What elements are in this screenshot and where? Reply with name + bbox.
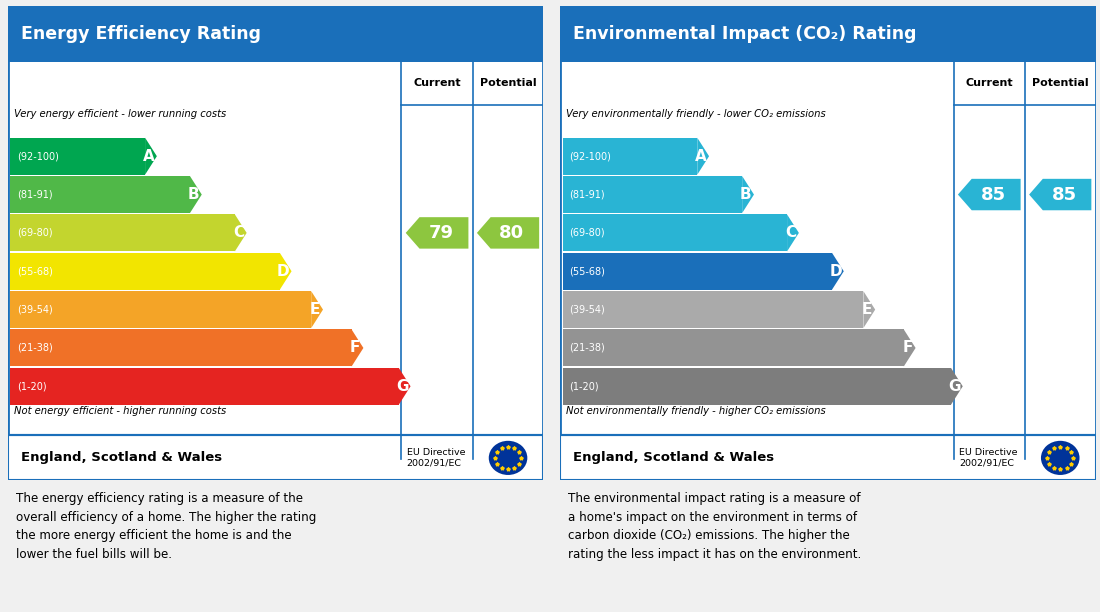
- Text: The environmental impact rating is a measure of
a home's impact on the environme: The environmental impact rating is a mea…: [568, 493, 861, 561]
- Bar: [562, 253, 832, 289]
- Text: 79: 79: [428, 224, 453, 242]
- Text: Current: Current: [966, 78, 1013, 88]
- Polygon shape: [832, 253, 844, 289]
- Bar: [560, 6, 1096, 62]
- Bar: [10, 329, 352, 367]
- Text: F: F: [902, 340, 913, 356]
- Bar: [560, 435, 1096, 480]
- Polygon shape: [399, 368, 410, 405]
- Bar: [562, 138, 697, 174]
- Polygon shape: [788, 214, 799, 252]
- Text: (92-100): (92-100): [569, 151, 611, 161]
- Polygon shape: [279, 253, 292, 289]
- Bar: [562, 214, 788, 252]
- Text: E: E: [309, 302, 320, 317]
- Circle shape: [1041, 441, 1079, 475]
- Text: B: B: [188, 187, 199, 202]
- Polygon shape: [477, 217, 539, 248]
- Bar: [10, 214, 235, 252]
- Bar: [10, 253, 279, 289]
- Text: (1-20): (1-20): [569, 381, 598, 391]
- Bar: [10, 291, 311, 328]
- Polygon shape: [904, 329, 915, 367]
- Text: Not environmentally friendly - higher CO₂ emissions: Not environmentally friendly - higher CO…: [566, 406, 826, 416]
- Text: (81-91): (81-91): [569, 190, 605, 200]
- Text: England, Scotland & Wales: England, Scotland & Wales: [21, 452, 222, 465]
- Text: B: B: [740, 187, 751, 202]
- Text: (39-54): (39-54): [569, 305, 605, 315]
- Text: (39-54): (39-54): [16, 305, 53, 315]
- Polygon shape: [864, 291, 876, 328]
- Polygon shape: [697, 138, 710, 174]
- Text: (55-68): (55-68): [569, 266, 605, 276]
- Bar: [10, 368, 399, 405]
- Text: (55-68): (55-68): [16, 266, 53, 276]
- Text: (21-38): (21-38): [16, 343, 53, 353]
- Text: (69-80): (69-80): [569, 228, 605, 238]
- Text: A: A: [695, 149, 706, 163]
- Text: Very environmentally friendly - lower CO₂ emissions: Very environmentally friendly - lower CO…: [566, 108, 826, 119]
- Polygon shape: [958, 179, 1021, 211]
- Polygon shape: [145, 138, 157, 174]
- Text: G: G: [948, 379, 960, 394]
- Bar: [562, 291, 864, 328]
- Text: (81-91): (81-91): [16, 190, 53, 200]
- Text: Not energy efficient - higher running costs: Not energy efficient - higher running co…: [14, 406, 227, 416]
- Bar: [8, 435, 543, 480]
- Text: A: A: [143, 149, 154, 163]
- Polygon shape: [952, 368, 962, 405]
- Bar: [562, 329, 904, 367]
- Bar: [562, 368, 952, 405]
- Polygon shape: [235, 214, 246, 252]
- Polygon shape: [311, 291, 323, 328]
- Text: (92-100): (92-100): [16, 151, 58, 161]
- Text: (21-38): (21-38): [569, 343, 605, 353]
- Text: C: C: [785, 225, 796, 241]
- Text: 85: 85: [1052, 185, 1077, 204]
- Polygon shape: [1030, 179, 1091, 211]
- Text: (69-80): (69-80): [16, 228, 53, 238]
- Text: Environmental Impact (CO₂) Rating: Environmental Impact (CO₂) Rating: [573, 25, 916, 43]
- Bar: [10, 176, 190, 213]
- Text: Energy Efficiency Rating: Energy Efficiency Rating: [21, 25, 261, 43]
- Bar: [562, 176, 742, 213]
- Text: F: F: [350, 340, 361, 356]
- Text: D: D: [277, 264, 289, 278]
- Text: G: G: [396, 379, 408, 394]
- Bar: [10, 138, 145, 174]
- Text: 80: 80: [499, 224, 525, 242]
- Text: (1-20): (1-20): [16, 381, 46, 391]
- Polygon shape: [352, 329, 363, 367]
- Text: EU Directive
2002/91/EC: EU Directive 2002/91/EC: [959, 448, 1018, 468]
- Bar: [8, 6, 543, 62]
- Text: Current: Current: [414, 78, 461, 88]
- Circle shape: [488, 441, 527, 475]
- Text: Very energy efficient - lower running costs: Very energy efficient - lower running co…: [14, 108, 227, 119]
- Text: Potential: Potential: [480, 78, 537, 88]
- Text: 85: 85: [980, 185, 1005, 204]
- Text: E: E: [861, 302, 872, 317]
- Polygon shape: [742, 176, 754, 213]
- Text: Potential: Potential: [1032, 78, 1089, 88]
- Text: C: C: [233, 225, 244, 241]
- Text: England, Scotland & Wales: England, Scotland & Wales: [573, 452, 774, 465]
- Text: The energy efficiency rating is a measure of the
overall efficiency of a home. T: The energy efficiency rating is a measur…: [15, 493, 316, 561]
- Text: EU Directive
2002/91/EC: EU Directive 2002/91/EC: [407, 448, 465, 468]
- Polygon shape: [190, 176, 201, 213]
- Text: D: D: [829, 264, 842, 278]
- Polygon shape: [406, 217, 469, 248]
